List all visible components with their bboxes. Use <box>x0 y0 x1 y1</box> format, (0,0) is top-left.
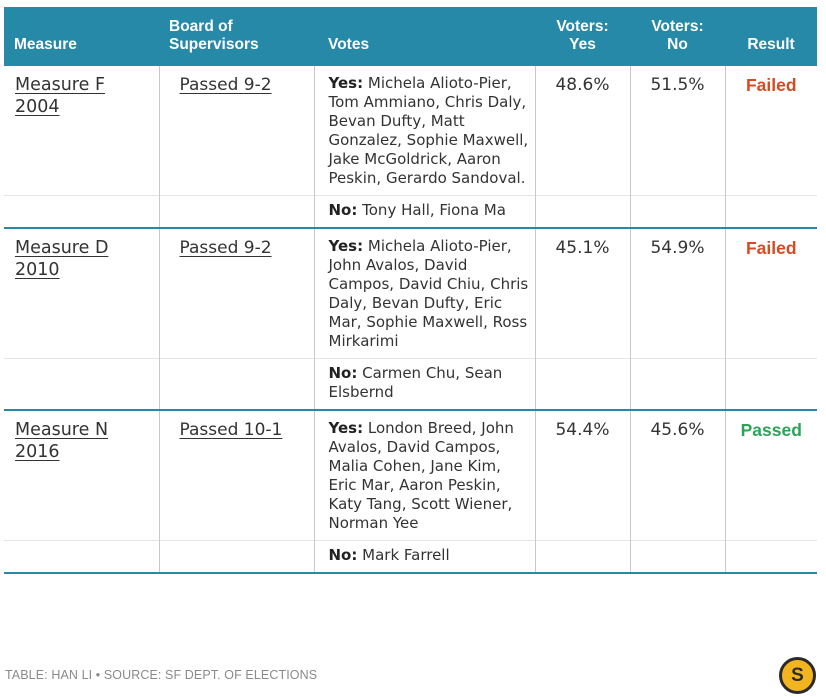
header-voters-yes: Voters: Yes <box>535 7 630 66</box>
no-votes-cell: No: Mark Farrell <box>314 540 536 574</box>
table-row-no: No: Tony Hall, Fiona Ma <box>4 195 817 229</box>
board-cell: Passed 10-1 <box>159 410 315 541</box>
voters-yes-pct: 48.6% <box>535 66 631 196</box>
board-vote-link[interactable]: Passed 9-2 <box>179 75 272 95</box>
yes-names: Michela Alioto-Pier, John Avalos, David … <box>328 237 529 350</box>
measure-cell: Measure N 2016 <box>4 410 160 541</box>
measures-table-container: Measure Board of Supervisors Votes Voter… <box>4 7 817 574</box>
header-measure: Measure <box>4 7 159 66</box>
table-row: Measure N 2016 Passed 10-1 Yes: London B… <box>4 410 817 541</box>
board-vote-link[interactable]: Passed 9-2 <box>179 238 272 258</box>
voters-yes-pct: 54.4% <box>535 410 631 541</box>
board-cell: Passed 9-2 <box>159 66 315 196</box>
result-status: Failed <box>745 238 797 258</box>
yes-names: London Breed, John Avalos, David Campos,… <box>328 419 514 532</box>
no-label: No: <box>328 364 358 382</box>
board-cell: Passed 9-2 <box>159 228 315 359</box>
voters-no-pct: 51.5% <box>630 66 726 196</box>
measure-cell: Measure F 2004 <box>4 66 160 196</box>
no-names: Mark Farrell <box>362 546 450 564</box>
table-header: Measure Board of Supervisors Votes Voter… <box>4 7 817 66</box>
no-names: Carmen Chu, Sean Elsbernd <box>328 364 503 401</box>
header-voters-no: Voters: No <box>630 7 725 66</box>
table-row: Measure D 2010 Passed 9-2 Yes: Michela A… <box>4 228 817 359</box>
header-result: Result <box>725 7 817 66</box>
yes-label: Yes: <box>328 419 364 437</box>
measure-cell: Measure D 2010 <box>4 228 160 359</box>
table-row: Measure F 2004 Passed 9-2 Yes: Michela A… <box>4 66 817 196</box>
yes-votes-cell: Yes: London Breed, John Avalos, David Ca… <box>314 410 536 541</box>
measure-link[interactable]: Measure N 2016 <box>15 420 109 462</box>
no-label: No: <box>328 546 358 564</box>
yes-votes-cell: Yes: Michela Alioto-Pier, Tom Ammiano, C… <box>314 66 536 196</box>
result-status: Passed <box>740 420 802 440</box>
table-row-no: No: Mark Farrell <box>4 540 817 574</box>
measure-link[interactable]: Measure F 2004 <box>15 75 106 117</box>
measure-link[interactable]: Measure D 2010 <box>15 238 109 280</box>
yes-votes-cell: Yes: Michela Alioto-Pier, John Avalos, D… <box>314 228 536 359</box>
table-row-no: No: Carmen Chu, Sean Elsbernd <box>4 358 817 411</box>
header-board: Board of Supervisors <box>159 7 314 66</box>
voters-yes-pct: 45.1% <box>535 228 631 359</box>
yes-label: Yes: <box>328 237 364 255</box>
no-label: No: <box>328 201 358 219</box>
source-credit: TABLE: HAN LI • SOURCE: SF DEPT. OF ELEC… <box>5 668 318 682</box>
no-names: Tony Hall, Fiona Ma <box>362 201 506 219</box>
measures-table: Measure Board of Supervisors Votes Voter… <box>4 7 817 574</box>
voters-no-pct: 45.6% <box>630 410 726 541</box>
publisher-logo-icon[interactable]: S <box>779 657 816 694</box>
header-row: Measure Board of Supervisors Votes Voter… <box>4 7 817 66</box>
voters-no-pct: 54.9% <box>630 228 726 359</box>
no-votes-cell: No: Tony Hall, Fiona Ma <box>314 195 536 229</box>
result-status: Failed <box>745 75 797 95</box>
yes-names: Michela Alioto-Pier, Tom Ammiano, Chris … <box>328 74 529 187</box>
no-votes-cell: No: Carmen Chu, Sean Elsbernd <box>314 358 536 411</box>
board-vote-link[interactable]: Passed 10-1 <box>179 420 283 440</box>
header-votes: Votes <box>314 7 535 66</box>
yes-label: Yes: <box>328 74 364 92</box>
